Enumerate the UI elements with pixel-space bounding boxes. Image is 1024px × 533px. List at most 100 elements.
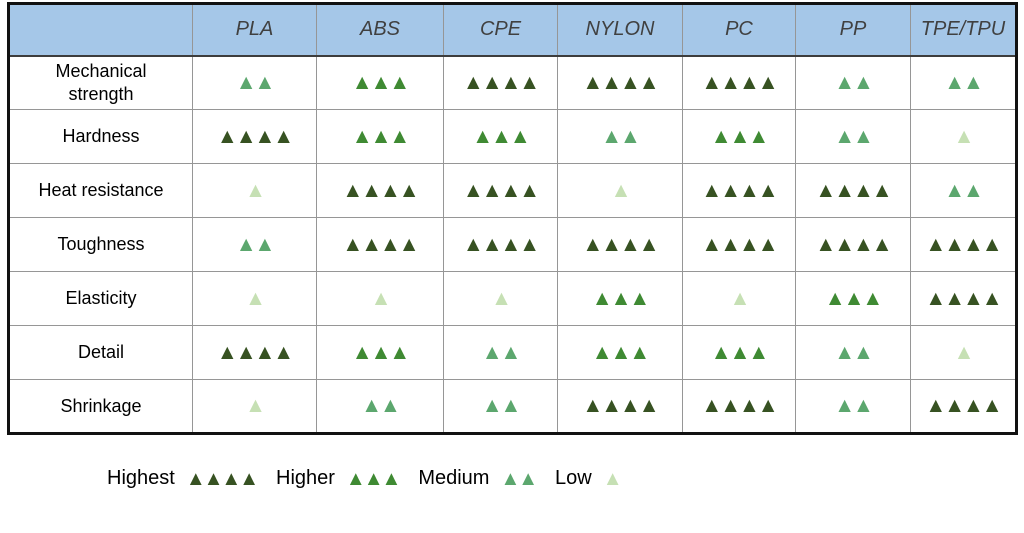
triangle-up-icon: ▲ [203, 467, 224, 490]
triangle-up-icon: ▲ [500, 70, 522, 94]
triangle-up-icon: ▲ [748, 340, 769, 364]
triangle-up-icon: ▲ [981, 394, 1003, 417]
rating-cell-detail-cpe: ▲▲ [443, 325, 558, 380]
triangle-up-icon: ▲ [638, 70, 660, 94]
triangle-up-icon: ▲ [963, 70, 984, 94]
column-header-pla: PLA [192, 3, 317, 57]
triangle-up-icon: ▲ [710, 124, 732, 148]
row-label-heat-resistance: Heat resistance [8, 163, 193, 218]
triangle-up-icon: ▲ [853, 340, 874, 364]
triangle-up-icon: ▲ [380, 232, 401, 256]
triangle-up-icon: ▲ [582, 70, 603, 94]
rating-low: ▲ [245, 180, 266, 201]
triangle-up-icon: ▲ [757, 232, 779, 256]
rating-legend: Highest ▲▲▲▲ Higher ▲▲▲ Medium ▲▲ Low ▲ [107, 467, 640, 490]
triangle-up-icon: ▲ [370, 286, 392, 310]
rating-medium: ▲▲ [601, 126, 641, 147]
triangle-up-icon: ▲ [462, 232, 484, 256]
rating-medium: ▲▲ [361, 394, 401, 417]
rating-highest: ▲▲▲▲ [701, 394, 779, 417]
triangle-up-icon: ▲ [370, 70, 392, 94]
rating-medium: ▲▲ [834, 394, 874, 417]
triangle-up-icon: ▲ [518, 467, 538, 490]
triangle-up-icon: ▲ [481, 394, 503, 417]
rating-cell-shrinkage-abs: ▲▲ [316, 379, 444, 434]
triangle-up-icon: ▲ [701, 394, 722, 417]
rating-cell-mechanical-strength-nylon: ▲▲▲▲ [557, 55, 683, 110]
triangle-up-icon: ▲ [500, 178, 522, 202]
rating-cell-toughness-cpe: ▲▲▲▲ [443, 217, 558, 272]
triangle-up-icon: ▲ [944, 178, 965, 202]
triangle-up-icon: ▲ [216, 124, 238, 148]
triangle-up-icon: ▲ [509, 124, 531, 148]
rating-cell-toughness-abs: ▲▲▲▲ [316, 217, 444, 272]
triangle-up-icon: ▲ [462, 178, 484, 202]
rating-highest: ▲▲▲▲ [925, 394, 1003, 417]
rating-medium: ▲▲ [834, 72, 874, 93]
triangle-up-icon: ▲ [620, 394, 641, 417]
triangle-up-icon: ▲ [834, 394, 855, 417]
rating-highest: ▲▲▲▲ [217, 340, 294, 364]
rating-cell-hardness-cpe: ▲▲▲ [443, 109, 558, 164]
triangle-up-icon: ▲ [221, 467, 241, 490]
triangle-up-icon: ▲ [245, 394, 266, 417]
triangle-up-icon: ▲ [273, 124, 294, 148]
triangle-up-icon: ▲ [389, 70, 410, 94]
triangle-up-icon: ▲ [610, 286, 632, 310]
triangle-up-icon: ▲ [981, 286, 1003, 310]
triangle-up-icon: ▲ [481, 340, 503, 364]
row-label-detail: Detail [8, 325, 193, 380]
triangle-up-icon: ▲ [185, 467, 206, 490]
rating-cell-mechanical-strength-cpe: ▲▲▲▲ [443, 55, 558, 110]
triangle-up-icon: ▲ [235, 124, 257, 148]
triangle-up-icon: ▲ [815, 178, 836, 202]
triangle-up-icon: ▲ [254, 70, 276, 94]
rating-higher: ▲▲▲ [592, 286, 650, 310]
triangle-up-icon: ▲ [963, 178, 984, 202]
triangle-up-icon: ▲ [235, 232, 257, 256]
legend-item-medium: Medium ▲▲ [418, 467, 538, 490]
rating-medium: ▲▲ [235, 232, 276, 256]
triangle-up-icon: ▲ [500, 467, 520, 490]
triangle-up-icon: ▲ [345, 467, 366, 490]
triangle-up-icon: ▲ [944, 232, 965, 256]
triangle-up-icon: ▲ [342, 178, 363, 202]
triangle-up-icon: ▲ [519, 70, 540, 94]
triangle-up-icon: ▲ [620, 232, 641, 256]
triangle-up-icon: ▲ [380, 394, 401, 417]
rating-low: ▲ [730, 288, 751, 309]
rating-cell-detail-nylon: ▲▲▲ [557, 325, 683, 380]
rating-cell-heat-resistance-pla: ▲ [192, 163, 317, 218]
triangle-up-icon: ▲ [491, 286, 512, 310]
triangle-up-icon: ▲ [351, 340, 373, 364]
triangle-up-icon: ▲ [519, 178, 540, 202]
triangle-up-icon: ▲ [351, 70, 373, 94]
rating-higher: ▲▲▲ [472, 124, 531, 148]
legend-label: Medium [418, 467, 490, 489]
triangle-up-icon: ▲ [389, 124, 410, 148]
rating-higher: ▲▲▲ [352, 124, 410, 148]
triangle-up-icon: ▲ [757, 178, 779, 202]
rating-medium: ▲▲ [481, 340, 522, 364]
triangle-up-icon: ▲ [834, 178, 855, 202]
rating-cell-heat-resistance-pp: ▲▲▲▲ [795, 163, 911, 218]
triangle-up-icon: ▲ [963, 394, 984, 417]
rating-cell-heat-resistance-abs: ▲▲▲▲ [316, 163, 444, 218]
triangle-up-icon: ▲ [361, 178, 382, 202]
rating-highest: ▲▲▲▲ [216, 124, 294, 148]
rating-highest: ▲▲▲▲ [582, 70, 660, 94]
triangle-up-icon: ▲ [757, 394, 779, 417]
rating-cell-hardness-nylon: ▲▲ [557, 109, 683, 164]
triangle-up-icon: ▲ [235, 340, 257, 364]
rating-highest: ▲▲▲▲ [462, 232, 540, 256]
triangle-up-icon: ▲ [500, 394, 522, 417]
rating-medium: ▲▲ [236, 70, 276, 94]
table-row-elasticity: Elasticity ▲ ▲ ▲ ▲▲▲ ▲ ▲▲▲ ▲▲▲▲ [8, 271, 1017, 326]
rating-cell-mechanical-strength-tpe-tpu: ▲▲ [910, 55, 1017, 110]
rating-cell-hardness-pc: ▲▲▲ [682, 109, 796, 164]
triangle-up-icon: ▲ [254, 124, 276, 148]
triangle-up-icon: ▲ [871, 232, 893, 256]
rating-cell-elasticity-nylon: ▲▲▲ [557, 271, 683, 326]
triangle-up-icon: ▲ [953, 340, 975, 364]
